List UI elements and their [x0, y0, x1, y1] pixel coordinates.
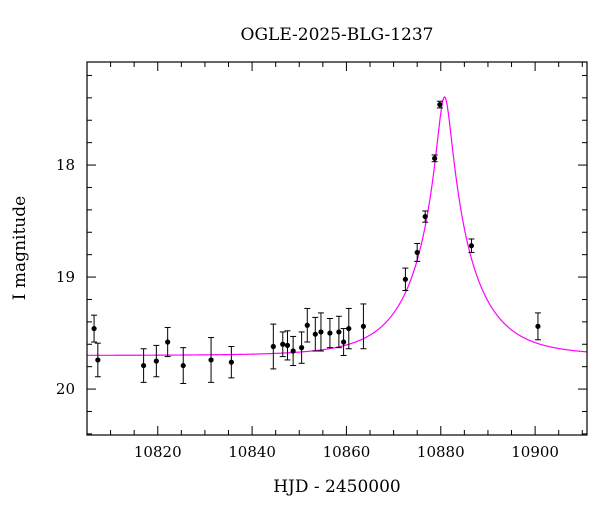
data-point	[336, 329, 342, 335]
data-point	[208, 357, 214, 363]
data-point	[437, 101, 443, 108]
data-point	[299, 345, 305, 351]
data-point	[290, 348, 296, 354]
data-point	[327, 330, 333, 336]
data-point	[422, 213, 428, 220]
tick-labels: 10820 10840 10860 10880 10900 18 19 20	[56, 156, 559, 461]
data-point	[284, 342, 291, 348]
data-point	[153, 358, 159, 364]
y-axis-label: I magnitude	[10, 196, 30, 300]
data-points	[91, 100, 541, 384]
data-point	[95, 357, 101, 363]
data-point	[91, 325, 97, 332]
data-point	[346, 325, 352, 332]
data-point	[414, 249, 420, 256]
data-point	[280, 341, 286, 347]
data-point	[270, 343, 276, 350]
data-point	[141, 362, 147, 369]
data-point	[228, 359, 234, 365]
data-point	[360, 323, 367, 329]
x-axis-label: HJD - 2450000	[273, 477, 401, 497]
y-tick-label: 18	[56, 156, 75, 174]
data-point	[312, 331, 318, 337]
data-point	[165, 339, 171, 345]
x-tick-label: 10880	[417, 443, 465, 461]
data-point	[468, 243, 475, 249]
data-point	[432, 155, 438, 161]
plot-frame	[86, 61, 588, 436]
x-tick-label: 10820	[134, 443, 182, 461]
x-tick-label: 10840	[228, 443, 276, 461]
data-point	[402, 276, 408, 282]
data-point	[180, 362, 186, 369]
data-point	[535, 323, 541, 329]
data-point	[341, 339, 347, 345]
data-point	[304, 322, 310, 328]
x-tick-label: 10900	[511, 443, 559, 461]
y-tick-label: 19	[56, 268, 75, 286]
y-tick-label: 20	[56, 380, 75, 398]
data-point	[318, 329, 324, 335]
axis-ticks	[86, 62, 587, 435]
x-tick-label: 10860	[323, 443, 371, 461]
chart-title: OGLE-2025-BLG-1237	[241, 25, 434, 45]
